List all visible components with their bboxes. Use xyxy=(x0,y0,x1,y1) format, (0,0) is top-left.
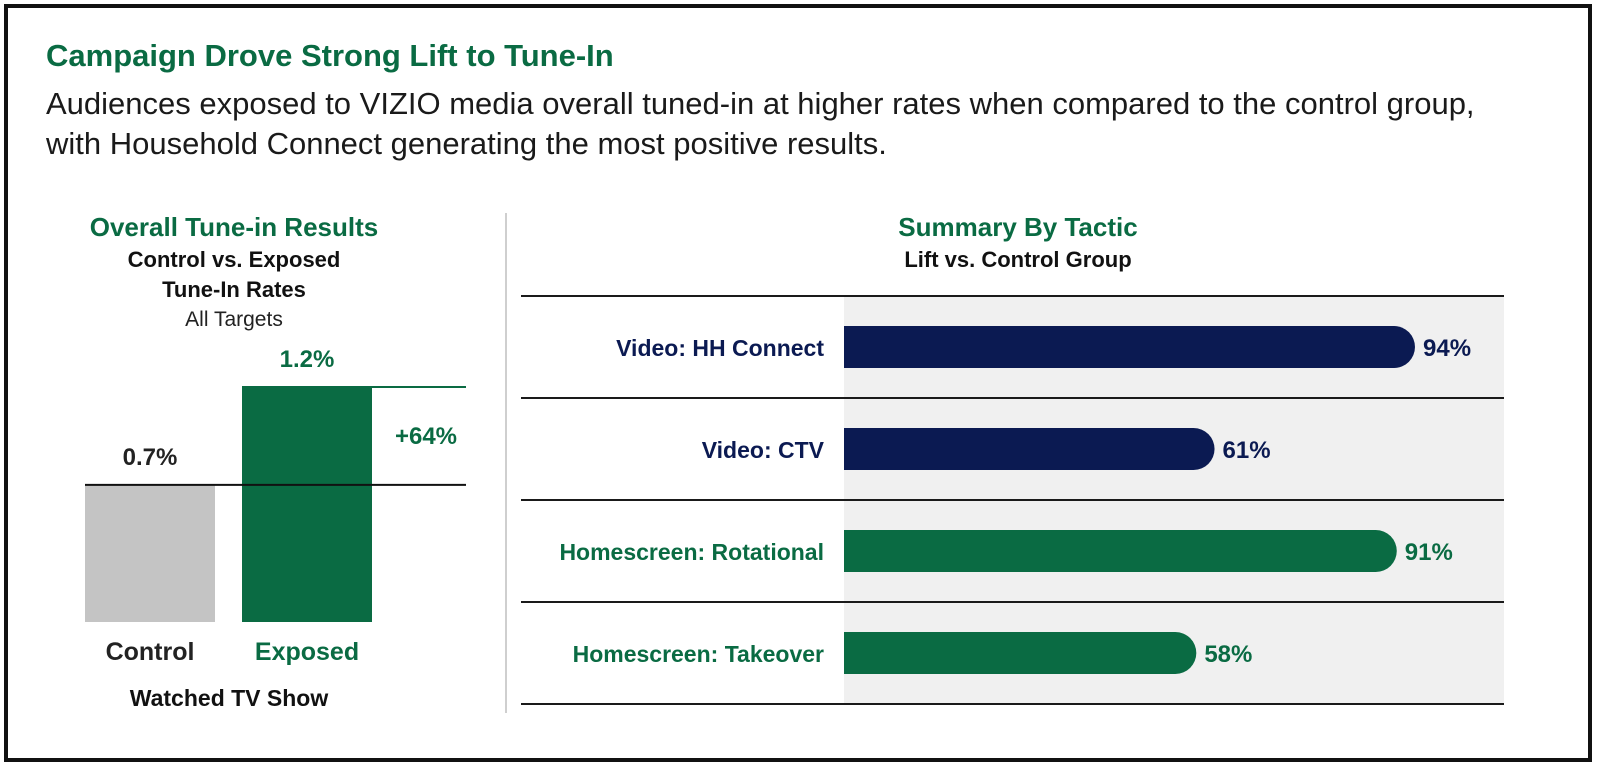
data-label: 94% xyxy=(1423,335,1471,362)
lift-label: +64% xyxy=(395,423,457,450)
bar-exposed xyxy=(242,387,372,622)
infographic-frame: Campaign Drove Strong Lift to Tune-In Au… xyxy=(4,4,1592,762)
left-chart-note: All Targets xyxy=(185,308,283,331)
bar-homescreen-takeover xyxy=(844,632,1197,674)
data-label-control: 0.7% xyxy=(123,444,178,471)
bar-video-ctv xyxy=(844,428,1215,470)
bar-video-hh-connect xyxy=(844,326,1415,368)
category-label-control: Control xyxy=(106,638,195,666)
tune-in-bar-chart: 0.7% Control 1.2% Exposed +64% Watched TV Sho… xyxy=(85,346,466,711)
category-label: Homescreen: Rotational xyxy=(559,539,824,565)
category-label-exposed: Exposed xyxy=(255,638,359,666)
data-label: 61% xyxy=(1223,437,1271,464)
section-divider xyxy=(505,213,507,713)
bar-control xyxy=(85,484,215,622)
left-chart-subtitle-line2: Tune-In Rates xyxy=(162,277,306,302)
left-chart-title: Overall Tune-in Results xyxy=(89,212,379,242)
data-label: 91% xyxy=(1405,539,1453,566)
right-chart-subtitle: Lift vs. Control Group xyxy=(904,247,1132,272)
left-chart-subtitle-line1: Control vs. Exposed xyxy=(127,247,341,272)
page-subtitle: Audiences exposed to VIZIO media overall… xyxy=(46,86,1475,161)
category-label: Video: HH Connect xyxy=(616,335,824,361)
bar-homescreen-rotational xyxy=(844,530,1397,572)
right-chart-title: Summary By Tactic xyxy=(898,212,1138,242)
x-axis-label: Watched TV Show xyxy=(130,685,329,711)
category-label: Homescreen: Takeover xyxy=(573,641,824,667)
page-title: Campaign Drove Strong Lift to Tune-In xyxy=(46,38,614,73)
tactic-lift-chart: Video: HH Connect 94% Video: CTV 61% Homescr… xyxy=(521,295,1504,705)
category-label: Video: CTV xyxy=(702,437,825,463)
data-label-exposed: 1.2% xyxy=(280,346,335,373)
data-label: 58% xyxy=(1204,641,1252,668)
